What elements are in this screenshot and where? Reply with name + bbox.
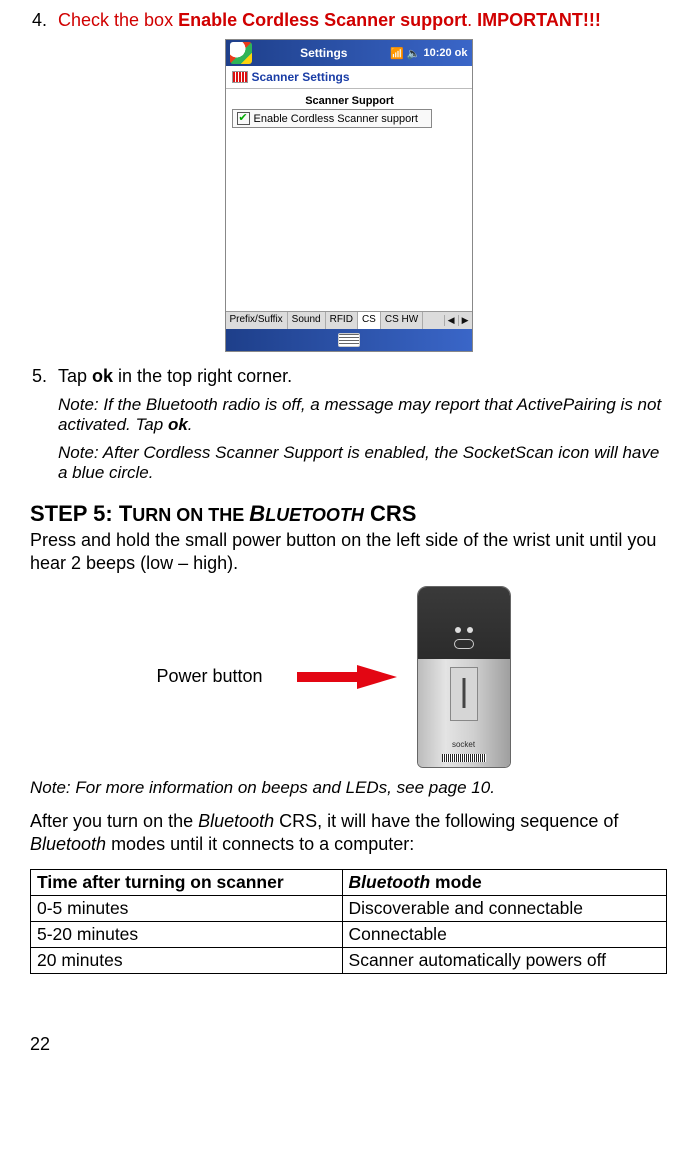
crs-device-body: socket <box>418 659 510 767</box>
page-number: 22 <box>30 1034 667 1055</box>
pda-title: Settings <box>258 46 391 60</box>
td-mode-2: Scanner automatically powers off <box>342 947 666 973</box>
keyboard-icon[interactable] <box>338 333 360 347</box>
step-4-dot: . <box>467 10 477 30</box>
step-5: Tap ok in the top right corner. <box>52 366 667 387</box>
td-time-0: 0-5 minutes <box>31 895 343 921</box>
after-b: Bluetooth <box>198 811 274 831</box>
after-e: modes until it connects to a computer: <box>106 834 414 854</box>
th-time: Time after turning on scanner <box>31 869 343 895</box>
heading-a: STEP 5: T <box>30 501 132 526</box>
pda-bottom-bar <box>226 329 472 351</box>
signal-icon: 📶 <box>390 47 404 60</box>
crs-leds <box>418 627 510 633</box>
th-mode-txt: mode <box>430 872 482 892</box>
document-page: Check the box Enable Cordless Scanner su… <box>0 0 697 1075</box>
note-beeps-leds: Note: For more information on beeps and … <box>30 778 667 798</box>
th-mode: Bluetooth mode <box>342 869 666 895</box>
step-5-tail: in the top right corner. <box>113 366 292 386</box>
barcode-icon <box>232 71 248 83</box>
pda-body: Scanner Support ✔ Enable Cordless Scanne… <box>226 89 472 311</box>
enable-cordless-checkbox[interactable]: ✔ <box>237 112 250 125</box>
heading-d: LUETOOTH <box>265 505 364 525</box>
tab-nav-left[interactable]: ◀ <box>444 315 458 326</box>
note-bluetooth-off: Note: If the Bluetooth radio is off, a m… <box>58 395 667 435</box>
tab-cs[interactable]: CS <box>358 312 381 329</box>
note1-ok: ok <box>168 415 188 434</box>
arrow-icon <box>297 662 397 692</box>
pda-tabs: Prefix/Suffix Sound RFID CS CS HW ◀ ▶ <box>226 311 472 329</box>
volume-icon: 🔈 <box>407 47 421 60</box>
step-4-lead: Check the box <box>58 10 178 30</box>
device-figure: Power button socket <box>30 586 667 768</box>
tab-prefix-suffix[interactable]: Prefix/Suffix <box>226 312 288 329</box>
step5-heading: STEP 5: TURN ON THE BLUETOOTH CRS <box>30 501 667 527</box>
step-list: Check the box Enable Cordless Scanner su… <box>30 10 667 31</box>
th-mode-bt: Bluetooth <box>349 872 431 892</box>
note-blue-circle: Note: After Cordless Scanner Support is … <box>58 443 667 483</box>
crs-device: socket <box>417 586 511 768</box>
tab-rfid[interactable]: RFID <box>326 312 358 329</box>
step-4-bold: Enable Cordless Scanner support <box>178 10 467 30</box>
pda-screenshot: Settings 📶 🔈 10:20 ok Scanner Settings S… <box>30 39 667 352</box>
after-c: CRS, it will have the following sequence… <box>274 811 618 831</box>
windows-flag-icon <box>230 42 252 64</box>
after-a: After you turn on the <box>30 811 198 831</box>
pda-window: Settings 📶 🔈 10:20 ok Scanner Settings S… <box>225 39 473 352</box>
heading-e: CRS <box>364 501 417 526</box>
step-4: Check the box Enable Cordless Scanner su… <box>52 10 667 31</box>
td-time-1: 5-20 minutes <box>31 921 343 947</box>
scanner-support-label: Scanner Support <box>234 95 466 107</box>
step5-body: Press and hold the small power button on… <box>30 529 667 576</box>
table-row: 20 minutes Scanner automatically powers … <box>31 947 667 973</box>
power-button-label: Power button <box>157 666 277 687</box>
td-mode-0: Discoverable and connectable <box>342 895 666 921</box>
crs-socket-label: socket <box>418 740 510 749</box>
td-mode-1: Connectable <box>342 921 666 947</box>
heading-b: URN ON THE <box>132 505 249 525</box>
pda-clock: 10:20 <box>424 47 452 59</box>
step-list-5: Tap ok in the top right corner. <box>30 366 667 387</box>
td-time-2: 20 minutes <box>31 947 343 973</box>
table-row: 5-20 minutes Connectable <box>31 921 667 947</box>
pda-subheader: Scanner Settings <box>226 66 472 89</box>
enable-cordless-row[interactable]: ✔ Enable Cordless Scanner support <box>232 109 432 128</box>
pda-ok-button[interactable]: ok <box>455 47 468 59</box>
note1-a: Note: If the Bluetooth radio is off, a m… <box>58 395 661 434</box>
table-header-row: Time after turning on scanner Bluetooth … <box>31 869 667 895</box>
heading-c: B <box>249 501 265 526</box>
crs-oval <box>454 639 474 649</box>
tab-cshw[interactable]: CS HW <box>381 312 423 329</box>
crs-slit <box>450 667 478 721</box>
step-5-lead: Tap <box>58 366 92 386</box>
pda-status: 📶 🔈 10:20 ok <box>390 47 467 60</box>
note1-b: . <box>188 415 193 434</box>
pda-subheader-label: Scanner Settings <box>252 70 350 84</box>
step-4-important: IMPORTANT!!! <box>477 10 601 30</box>
tab-sound[interactable]: Sound <box>288 312 326 329</box>
after-d: Bluetooth <box>30 834 106 854</box>
table-row: 0-5 minutes Discoverable and connectable <box>31 895 667 921</box>
tab-nav-right[interactable]: ▶ <box>458 315 472 326</box>
bluetooth-mode-table: Time after turning on scanner Bluetooth … <box>30 869 667 974</box>
crs-barcode <box>442 754 486 762</box>
enable-cordless-label: Enable Cordless Scanner support <box>254 113 418 125</box>
tab-nav: ◀ ▶ <box>444 312 472 329</box>
pda-titlebar: Settings 📶 🔈 10:20 ok <box>226 40 472 66</box>
after-turn-on: After you turn on the Bluetooth CRS, it … <box>30 810 667 857</box>
step-4-text: Check the box Enable Cordless Scanner su… <box>58 10 601 30</box>
step-5-ok: ok <box>92 366 113 386</box>
crs-device-top <box>418 587 510 659</box>
